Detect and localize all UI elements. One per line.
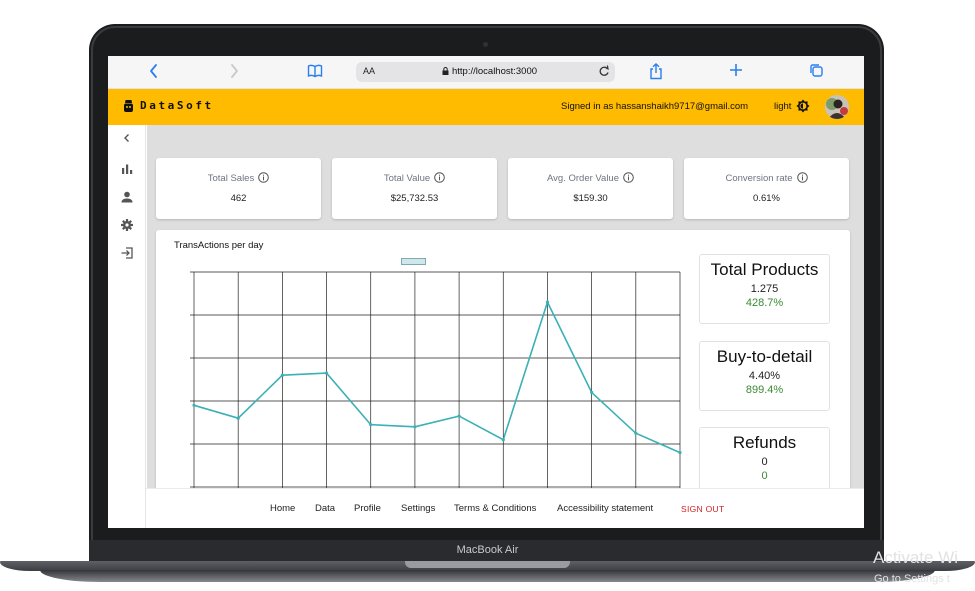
address-bar[interactable]: AA http://localhost:3000 [356,62,615,82]
kpi-title: Total Value [383,173,431,184]
tabs-icon[interactable] [809,63,824,83]
kpi-card-avg-order-value: Avg. Order Value $159.30 [508,158,673,219]
sidebar [108,125,146,528]
stat-title: Total Products [710,260,819,279]
brand-logo-icon [124,100,133,112]
stat-percent: 0 [761,470,768,482]
data-point [280,373,284,377]
data-point [236,416,240,420]
app-header: DataSoft Signed in as hassanshaikh9717@g… [108,89,864,125]
stat-value: 1.275 [750,283,779,295]
kpi-title: Total Sales [207,173,255,184]
data-point [501,438,505,442]
share-icon[interactable] [649,63,663,85]
footer-link-profile[interactable]: Profile [354,503,381,514]
stat-value: 4.40% [748,370,781,382]
data-point [192,403,196,407]
kpi-value: $159.30 [573,193,608,204]
footer-link-data[interactable]: Data [315,503,336,514]
kpi-value: $25,732.53 [390,193,439,204]
laptop-notch [405,561,570,568]
line-chart [190,271,682,528]
kpi-value: 0.61% [753,193,780,204]
stat-card-total-products: Total Products 1.275 428.7% [699,254,830,324]
lock-icon [442,67,449,75]
kpi-title: Avg. Order Value [547,173,619,184]
stat-percent: 899.4% [745,384,784,396]
stat-title: Refunds [732,433,797,452]
chart-title: TransActions per day [174,240,264,251]
collapse-chevron-icon[interactable] [120,131,134,145]
legend-swatch[interactable] [401,258,426,265]
data-point [678,451,682,455]
stat-title: Buy-to-detail [716,347,813,366]
reload-icon[interactable] [598,64,610,81]
brightness-icon[interactable] [796,99,810,113]
data-point [590,390,594,394]
kpi-card-total-sales: Total Sales 462 [156,158,321,219]
info-icon[interactable] [258,172,270,183]
avatar[interactable] [825,95,849,119]
kpi-title: Conversion rate [725,173,793,184]
laptop-chin [89,540,884,562]
data-point [634,431,638,435]
data-point [369,423,373,427]
user-icon[interactable] [120,190,134,204]
sign-out-icon[interactable] [120,246,134,260]
info-icon[interactable] [623,172,634,183]
footer-link-accessibility[interactable]: Accessibility statement [557,503,654,514]
gear-icon[interactable] [120,218,134,232]
theme-label[interactable]: light [774,101,792,112]
laptop-base-bottom [40,570,935,582]
signed-in-label: Signed in as hassanshaikh9717@gmail.com [561,101,749,112]
brand-name[interactable]: DataSoft [140,99,214,112]
footer-link-home[interactable]: Home [270,503,296,514]
info-icon[interactable] [434,172,445,183]
stat-percent: 428.7% [745,297,784,309]
watermark-line-1: Activate Wi [873,548,959,567]
sign-out-link[interactable]: SIGN OUT [681,504,725,514]
footer: Home Data Profile Settings Terms & Condi… [146,488,864,528]
watermark-line-2: Go to Settings t [874,573,950,585]
data-point [545,300,550,304]
kpi-card-total-value: Total Value $25,732.53 [332,158,497,219]
url-text: http://localhost:3000 [452,66,538,77]
bar-chart-icon[interactable] [120,162,134,176]
kpi-card-conversion-rate: Conversion rate 0.61% [684,158,849,219]
kpi-title-wrap: Total Sales [156,172,321,184]
kpi-title-wrap: Avg. Order Value [508,172,673,184]
screen: AA http://localhost:3000 [108,56,864,528]
data-point [413,425,417,429]
kpi-title-wrap: Conversion rate [684,172,849,184]
forward-icon[interactable] [228,63,240,84]
footer-link-terms[interactable]: Terms & Conditions [454,503,537,514]
device-label: MacBook Air [456,544,519,556]
footer-link-settings[interactable]: Settings [401,503,436,514]
info-icon[interactable] [796,172,808,183]
camera [483,42,488,47]
back-icon[interactable] [148,63,160,84]
chart-card: TransActions per day Total Products 1.27… [156,230,850,528]
data-point [324,371,329,375]
kpi-value: 462 [230,193,247,204]
stat-value: 0 [761,456,768,468]
stat-card-buy-to-detail: Buy-to-detail 4.40% 899.4% [699,341,830,411]
browser-toolbar: AA http://localhost:3000 [108,56,864,89]
series-line [193,299,681,454]
text-size-button[interactable]: AA [363,66,376,76]
bookmarks-icon[interactable] [307,63,323,84]
new-tab-icon[interactable] [729,63,743,82]
kpi-title-wrap: Total Value [332,172,497,184]
data-point [457,414,461,418]
dashboard-content: Total Sales 462 Total Value $25,732.53 A… [147,125,864,528]
